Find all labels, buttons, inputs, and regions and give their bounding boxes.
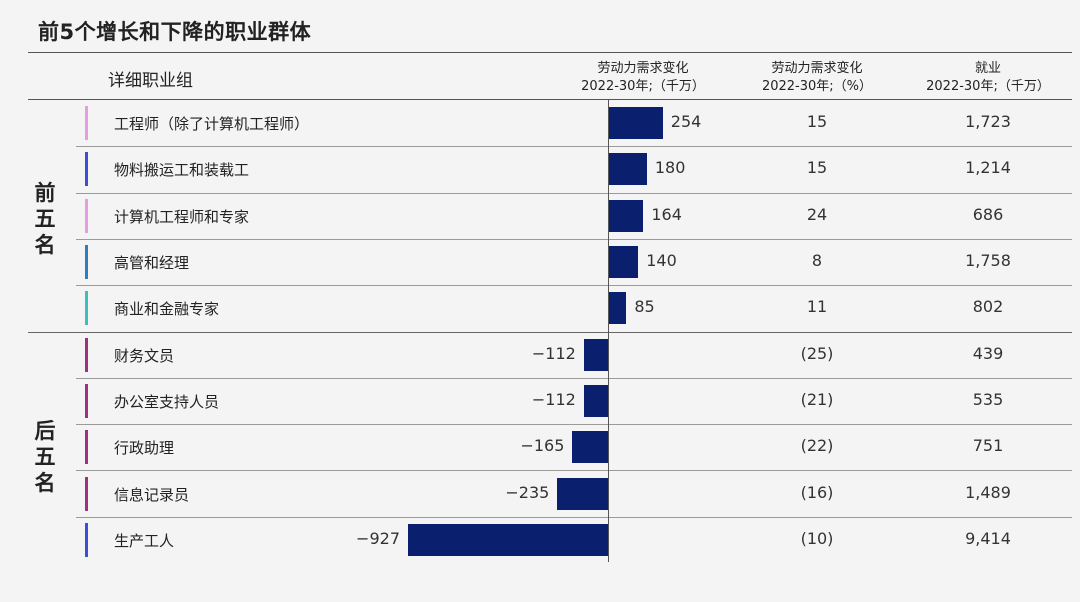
employment-cell: 1,214 [965, 158, 1011, 178]
group-label-bottom-char-3: 名 [34, 471, 56, 495]
pct-change-cell: (21) [800, 389, 834, 409]
pct-change-cell: (10) [800, 528, 834, 548]
chart-title: 前5个增长和下降的职业群体 [38, 20, 312, 44]
header-employment-line1: 就业 [974, 61, 1001, 76]
bar-value-label: 180 [654, 158, 686, 178]
row-accent-marker [85, 152, 88, 187]
bar-value-label: −927 [356, 528, 400, 548]
group-label-top-char-2: 五 [34, 207, 56, 231]
bar [572, 431, 608, 464]
row-separator [28, 331, 1072, 333]
bar [583, 384, 608, 417]
header-change-abs: 劳动力需求变化 2022-30年;（千万） [548, 60, 738, 96]
employment-cell: 686 [972, 204, 1004, 224]
pct-change-cell: (16) [800, 482, 834, 502]
bar-value-label: −235 [505, 482, 550, 502]
pct-change-cell: 15 [806, 158, 828, 178]
group-label-bottom-char-2: 五 [34, 445, 56, 469]
pct-change-cell: 8 [811, 251, 823, 271]
employment-cell: 1,489 [965, 482, 1011, 502]
row-label: 信息记录员 [114, 485, 190, 504]
bar [608, 292, 627, 325]
header-rule [28, 99, 1072, 100]
bar [608, 153, 647, 186]
employment-cell: 9,414 [965, 528, 1011, 548]
header-change-pct: 劳动力需求变化 2022-30年;（%） [722, 60, 912, 96]
row-accent-marker [85, 522, 88, 557]
bar [583, 338, 608, 371]
row-separator [76, 516, 1072, 518]
header-occupation: 详细职业组 [108, 71, 193, 91]
row-separator [76, 146, 1072, 148]
row-label: 高管和经理 [114, 254, 190, 273]
employment-cell: 751 [972, 436, 1004, 456]
header-change-abs-line2: 2022-30年;（千万） [581, 79, 705, 94]
row-accent-marker [85, 198, 88, 233]
employment-cell: 1,758 [965, 251, 1011, 271]
row-label: 计算机工程师和专家 [114, 207, 250, 226]
row-separator [76, 285, 1072, 287]
row-label: 办公室支持人员 [114, 392, 220, 411]
group-label-top-char-3: 名 [34, 233, 56, 257]
row-accent-marker [85, 430, 88, 465]
bar [408, 523, 608, 556]
row-label: 财务文员 [114, 346, 175, 365]
row-separator [76, 470, 1072, 472]
bar-value-label: 140 [646, 251, 677, 271]
bar-value-label: 85 [634, 297, 655, 317]
bar-value-label: 254 [670, 112, 702, 132]
pct-change-cell: (25) [800, 343, 834, 363]
title-rule [28, 52, 1072, 53]
bar-value-label: −112 [531, 343, 576, 363]
bar [557, 477, 608, 510]
pct-change-cell: 11 [806, 297, 828, 317]
pct-change-cell: (22) [800, 436, 834, 456]
employment-cell: 535 [972, 389, 1004, 409]
row-separator [76, 192, 1072, 194]
bar [608, 199, 644, 232]
header-employment-line2: 2022-30年;（千万） [926, 79, 1050, 94]
header-change-pct-line2: 2022-30年;（%） [761, 79, 873, 94]
group-label-bottom-char-1: 后 [34, 419, 56, 443]
row-separator [76, 238, 1072, 240]
row-label: 商业和金融专家 [114, 300, 220, 319]
group-label-top: 前 五 名 [32, 180, 58, 258]
row-label: 行政助理 [114, 439, 175, 458]
row-accent-marker [85, 291, 88, 326]
pct-change-cell: 24 [806, 204, 828, 224]
header-change-pct-line1: 劳动力需求变化 [771, 61, 863, 76]
row-accent-marker [85, 476, 88, 511]
row-label: 工程师（除了计算机工程师） [114, 115, 310, 134]
bar [608, 246, 639, 279]
bar-value-label: −165 [520, 436, 565, 456]
bar [608, 107, 663, 140]
employment-cell: 1,723 [965, 112, 1011, 132]
row-accent-marker [85, 245, 88, 280]
row-label: 生产工人 [114, 531, 175, 550]
group-label-top-char-1: 前 [34, 181, 56, 205]
bar-value-label: −112 [531, 389, 576, 409]
row-accent-marker [85, 106, 88, 141]
zero-axis [608, 100, 609, 562]
employment-cell: 439 [972, 343, 1004, 363]
group-label-bottom: 后 五 名 [32, 418, 58, 496]
row-label: 物料搬运工和装载工 [114, 161, 250, 180]
header-change-abs-line1: 劳动力需求变化 [597, 61, 689, 76]
pct-change-cell: 15 [806, 112, 828, 132]
row-accent-marker [85, 383, 88, 418]
row-separator [76, 377, 1072, 379]
row-separator [76, 424, 1072, 426]
employment-cell: 802 [972, 297, 1004, 317]
row-accent-marker [85, 337, 88, 372]
header-employment: 就业 2022-30年;（千万） [893, 60, 1080, 96]
bar-value-label: 164 [651, 204, 682, 224]
